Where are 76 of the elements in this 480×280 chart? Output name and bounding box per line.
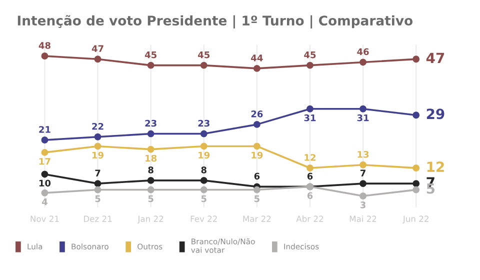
data-label: 31	[357, 114, 369, 122]
data-label: 22	[92, 122, 104, 130]
point	[360, 180, 367, 188]
data-label: 10	[39, 180, 51, 187]
point	[253, 64, 260, 72]
data-label: 7	[95, 170, 100, 176]
point	[306, 105, 314, 112]
point	[306, 164, 314, 172]
data-label: 21	[39, 126, 50, 133]
point	[147, 62, 154, 69]
point	[200, 142, 208, 150]
point	[41, 136, 48, 144]
data-label: 18	[146, 154, 157, 162]
data-label: 29	[426, 108, 444, 120]
point	[412, 56, 420, 63]
point	[412, 180, 420, 188]
point	[94, 180, 102, 188]
chart-title: Intenção de voto Presidente | 1º Turno | Comparativo	[18, 15, 413, 28]
point	[360, 105, 367, 112]
data-label: 47	[426, 52, 444, 63]
data-label: 5	[254, 195, 260, 202]
point	[253, 186, 260, 194]
point	[147, 146, 154, 153]
data-label: 6	[307, 172, 313, 180]
data-label: 6	[307, 192, 313, 200]
data-label: 5	[148, 195, 154, 202]
point	[306, 62, 314, 69]
point	[147, 130, 154, 138]
point	[41, 52, 48, 60]
data-label: 7	[360, 170, 366, 176]
data-label: 4	[42, 198, 48, 206]
data-label: 23	[198, 120, 210, 127]
data-label: 26	[251, 110, 263, 118]
point	[94, 142, 102, 150]
point	[41, 170, 48, 178]
data-label: 6	[254, 172, 260, 180]
data-label: 31	[304, 114, 316, 122]
point	[94, 186, 102, 194]
data-label: 12	[304, 154, 316, 161]
point	[41, 148, 48, 156]
point	[94, 56, 102, 63]
data-label: 45	[304, 52, 316, 58]
point	[412, 164, 420, 172]
data-label: 48	[38, 42, 50, 49]
data-label: 46	[357, 48, 369, 56]
data-label: 45	[144, 52, 156, 58]
data-label: 19	[252, 152, 263, 159]
data-label: 44	[251, 54, 263, 62]
point	[360, 192, 367, 200]
data-label: 17	[39, 158, 50, 165]
point	[253, 142, 260, 150]
data-label: 5	[201, 195, 206, 202]
data-label: 13	[358, 150, 369, 158]
point	[200, 186, 208, 194]
point	[147, 176, 154, 184]
point	[200, 130, 208, 138]
point	[412, 112, 420, 119]
point	[200, 176, 208, 184]
point	[253, 120, 260, 128]
data-label: 19	[92, 152, 104, 159]
data-label: 8	[148, 166, 154, 174]
point	[147, 186, 154, 194]
point	[412, 186, 420, 194]
data-label: 47	[92, 45, 104, 52]
data-label: 45	[198, 52, 210, 58]
point	[360, 161, 367, 168]
point	[94, 133, 102, 140]
data-label: 12	[427, 162, 444, 172]
data-label: 19	[198, 152, 210, 159]
point	[360, 58, 367, 66]
data-label: 8	[201, 166, 206, 174]
data-label: 5	[95, 195, 100, 202]
point	[200, 62, 208, 69]
point	[41, 189, 48, 196]
data-label: 23	[145, 120, 156, 127]
data-label: 3	[360, 202, 366, 208]
